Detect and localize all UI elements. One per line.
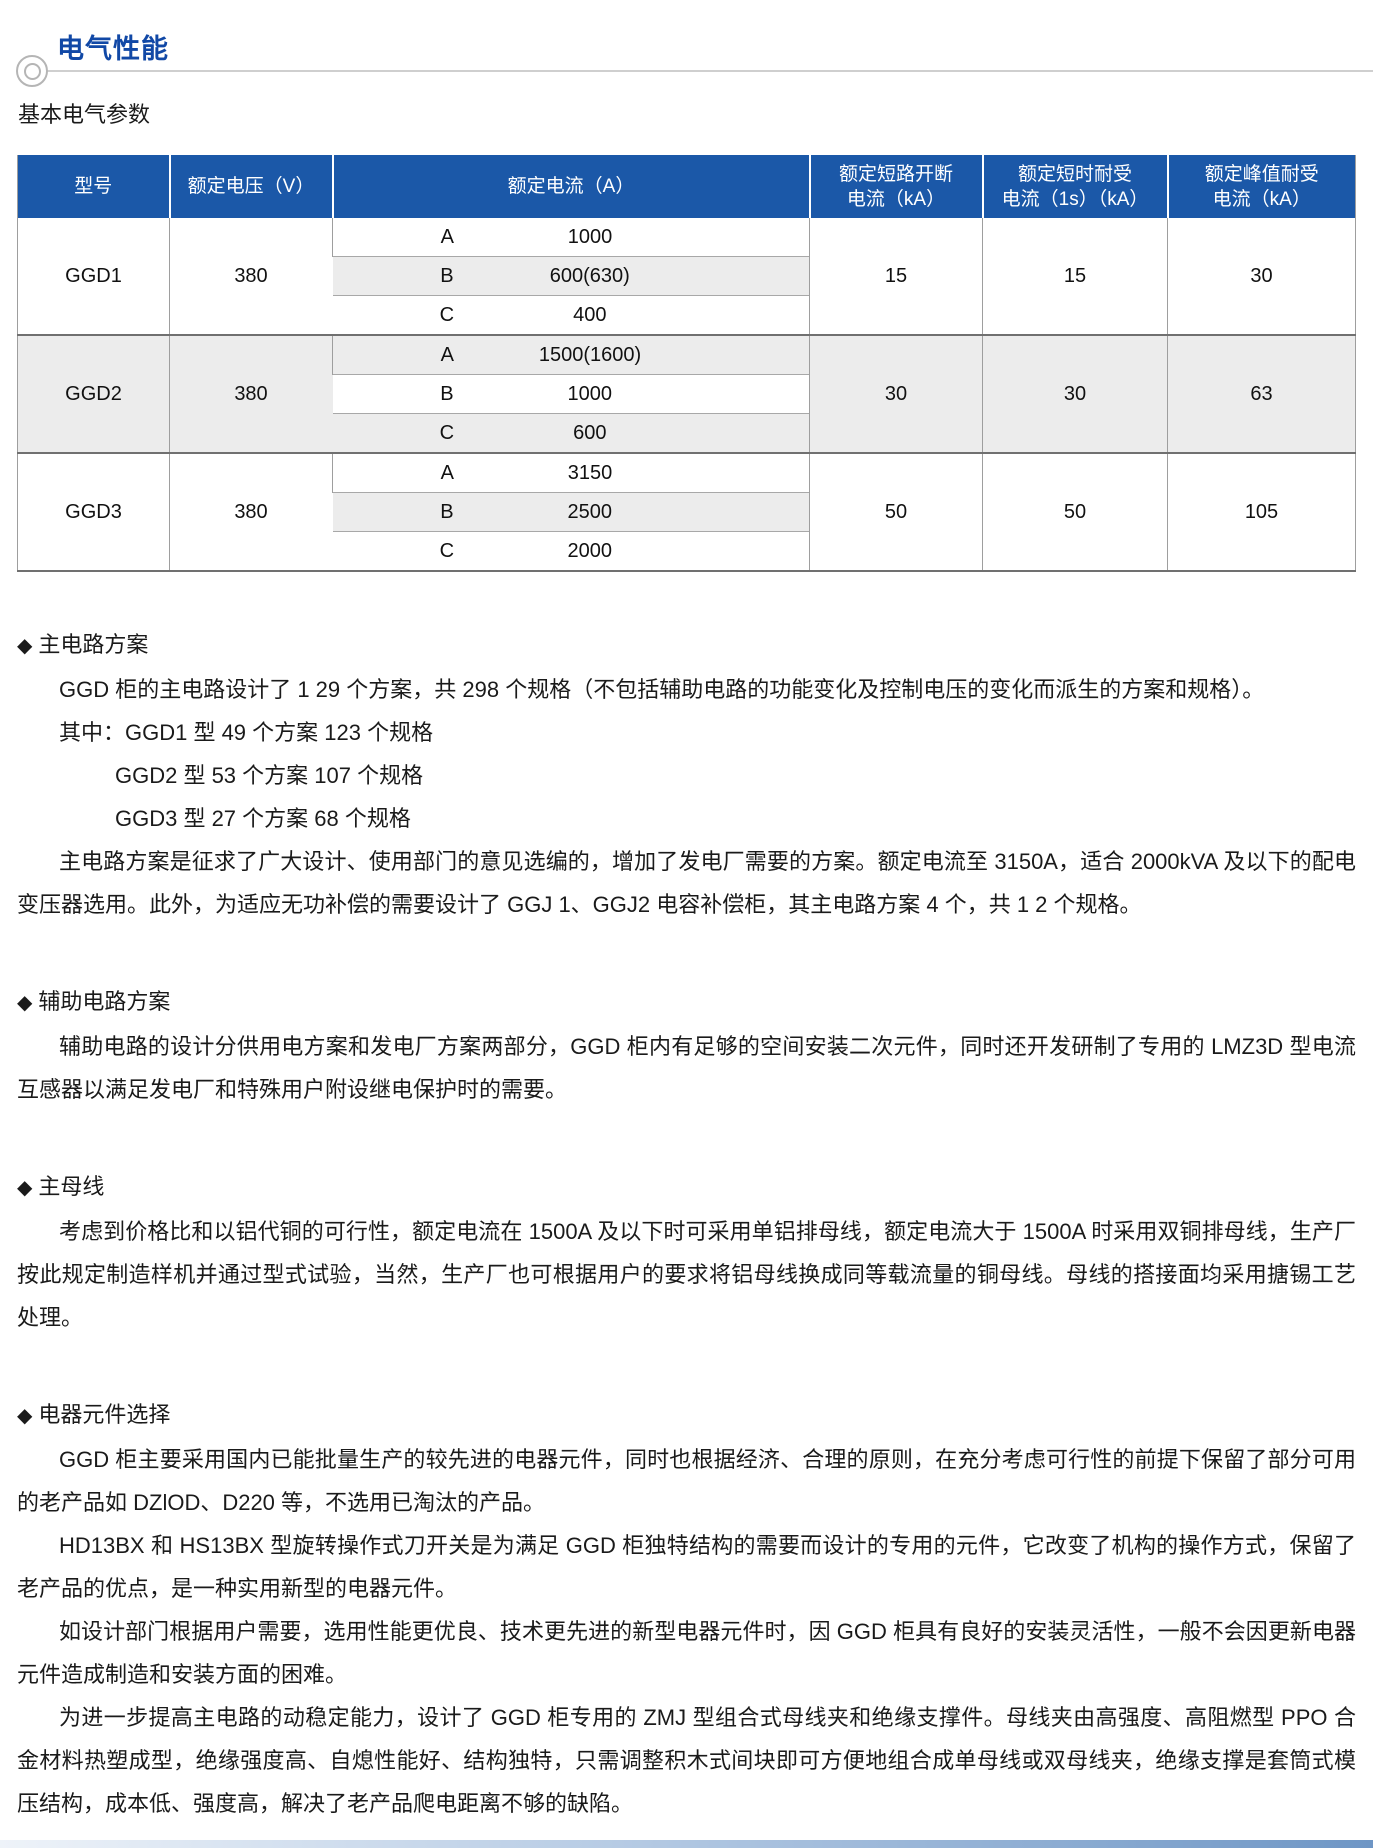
- table-row: B 2500: [18, 492, 1356, 532]
- page-title: 电气性能: [57, 34, 169, 64]
- table-row: GGD3 380 A 3150 50 50 105: [17, 452, 1356, 571]
- short-time-current-cell-ggd2: 30: [982, 334, 1168, 453]
- peak-current-cell-ggd3: 105: [1167, 452, 1356, 571]
- peak-current-cell-ggd1: 30: [1167, 218, 1356, 335]
- content-column: 型号 额定电压（V） 额定电流（A） 额定短路开断 电流（kA） 额定短时耐受 电流…: [17, 155, 1356, 1825]
- paragraph: 主电路方案是征求了广大设计、使用部门的意见选编的，增加了发电厂需要的方案。额定电…: [17, 849, 1356, 917]
- table-row: C 600: [18, 413, 1356, 453]
- table-row: GGD1 380 A 1000 15 15 30: [18, 218, 1356, 335]
- bottom-accent-bar: [0, 1840, 1373, 1848]
- paragraph: 为进一步提高主电路的动稳定能力，设计了 GGD 柜专用的 ZMJ 型组合式母线夹…: [17, 1705, 1356, 1816]
- paragraph: GGD2 型 53 个方案 107 个规格: [115, 763, 424, 788]
- current-cell: A 1500(1600): [332, 334, 810, 375]
- title-underline: [44, 70, 1373, 72]
- col-header-peak-current: 额定峰值耐受 电流（kA）: [1166, 155, 1356, 218]
- voltage-cell-ggd3: 380: [169, 452, 333, 571]
- ring-icon: [16, 55, 48, 87]
- model-cell-ggd2: GGD2: [17, 334, 170, 453]
- section-heading: ◆ 辅助电路方案: [17, 980, 1356, 1025]
- model-cell-ggd3: GGD3: [17, 452, 170, 571]
- current-cell: C 400: [332, 295, 810, 335]
- col-header-current: 额定电流（A）: [331, 155, 810, 218]
- diamond-bullet-icon: ◆: [17, 1405, 33, 1427]
- col-header-short-time-current: 额定短时耐受 电流（1s）（kA）: [981, 155, 1168, 218]
- paragraph: 如设计部门根据用户需要，选用性能更优良、技术更先进的新型电器元件时，因 GGD …: [17, 1619, 1356, 1687]
- paragraph: 辅助电路的设计分供用电方案和发电厂方案两部分，GGD 柜内有足够的空间安装二次元…: [17, 1034, 1356, 1102]
- table-row: C 400: [18, 295, 1356, 335]
- section-main-busbar: ◆ 主母线 考虑到价格比和以铝代铜的可行性，额定电流在 1500A 及以下时可采用…: [17, 1165, 1356, 1339]
- diamond-bullet-icon: ◆: [17, 992, 33, 1014]
- short-time-current-cell-ggd3: 50: [982, 452, 1168, 571]
- table-row: C 2000: [18, 531, 1356, 571]
- short-time-current-cell-ggd1: 15: [982, 218, 1168, 335]
- current-cell: C 600: [332, 413, 810, 453]
- peak-current-cell-ggd2: 63: [1167, 334, 1356, 453]
- paragraph: GGD3 型 27 个方案 68 个规格: [115, 806, 411, 831]
- diamond-bullet-icon: ◆: [17, 1177, 33, 1199]
- ring-inner-circle: [23, 62, 41, 80]
- paragraph: 其中：GGD1 型 49 个方案 123 个规格: [59, 720, 434, 745]
- section-auxiliary-circuit: ◆ 辅助电路方案 辅助电路的设计分供用电方案和发电厂方案两部分，GGD 柜内有足够…: [17, 980, 1356, 1111]
- current-cell: C 2000: [332, 531, 810, 571]
- current-cell: B 600(630): [332, 256, 810, 296]
- current-cell: B 1000: [332, 374, 810, 414]
- section-title: 电器元件选择: [38, 1402, 171, 1427]
- paragraph: GGD 柜的主电路设计了 1 29 个方案，共 298 个规格（不包括辅助电路的…: [59, 677, 1265, 702]
- breaking-current-cell-ggd3: 50: [809, 452, 983, 571]
- current-cell: B 2500: [332, 492, 810, 532]
- table-header-row: 型号 额定电压（V） 额定电流（A） 额定短路开断 电流（kA） 额定短时耐受 电流…: [17, 155, 1356, 218]
- table-caption: 基本电气参数: [18, 102, 151, 127]
- section-heading: ◆ 电器元件选择: [17, 1393, 1356, 1438]
- electrical-parameters-table: 型号 额定电压（V） 额定电流（A） 额定短路开断 电流（kA） 额定短时耐受 电流…: [17, 155, 1356, 572]
- section-title: 主母线: [38, 1174, 105, 1199]
- section-title: 主电路方案: [38, 632, 149, 657]
- table-row: GGD2 380 A 1500(1600) 30 30 63: [17, 334, 1356, 453]
- section-heading: ◆ 主母线: [17, 1165, 1356, 1210]
- col-header-model: 型号: [17, 155, 170, 218]
- col-header-voltage: 额定电压（V）: [168, 155, 333, 218]
- table-row: B 600(630): [18, 256, 1356, 296]
- paragraph: HD13BX 和 HS13BX 型旋转操作式刀开关是为满足 GGD 柜独特结构的…: [17, 1533, 1356, 1601]
- table-row: B 1000: [18, 374, 1356, 414]
- section-main-circuit: ◆ 主电路方案 GGD 柜的主电路设计了 1 29 个方案，共 298 个规格（不…: [17, 623, 1356, 926]
- diamond-bullet-icon: ◆: [17, 635, 33, 657]
- voltage-cell-ggd2: 380: [169, 334, 333, 453]
- current-cell: A 1000: [332, 218, 810, 257]
- current-cell: A 3150: [332, 452, 810, 493]
- breaking-current-cell-ggd2: 30: [809, 334, 983, 453]
- breaking-current-cell-ggd1: 15: [809, 218, 983, 335]
- paragraph: GGD 柜主要采用国内已能批量生产的较先进的电器元件，同时也根据经济、合理的原则…: [17, 1447, 1356, 1515]
- model-cell-ggd1: GGD1: [65, 264, 122, 287]
- section-title: 辅助电路方案: [38, 989, 171, 1014]
- section-heading: ◆ 主电路方案: [17, 623, 1356, 668]
- voltage-cell-ggd1: 380: [169, 218, 333, 335]
- paragraph: 考虑到价格比和以铝代铜的可行性，额定电流在 1500A 及以下时可采用单铝排母线…: [17, 1219, 1356, 1330]
- col-header-breaking-current: 额定短路开断 电流（kA）: [808, 155, 983, 218]
- section-component-selection: ◆ 电器元件选择 GGD 柜主要采用国内已能批量生产的较先进的电器元件，同时也根据…: [17, 1393, 1356, 1825]
